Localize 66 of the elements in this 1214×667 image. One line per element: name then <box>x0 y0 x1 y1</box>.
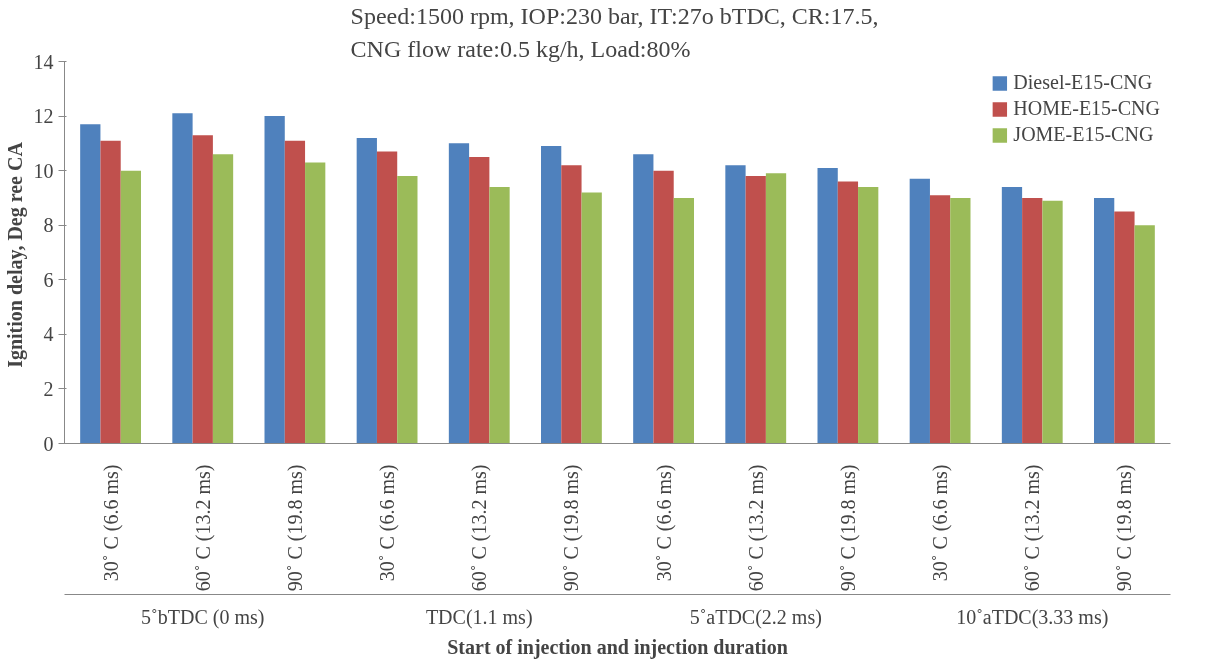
y-tick-label: 4 <box>43 323 54 346</box>
chart-title: Speed:1500 rpm, IOP:230 bar, IT:27o bTDC, CR:17.5, CNG flow rate:0.5 kg/h, Load:80% <box>350 3 879 62</box>
bar <box>356 137 377 444</box>
x-tick-label: 90˚ C (19.8 ms) <box>560 464 584 592</box>
text: 10˚aTDC(3.33 ms) <box>956 605 1109 629</box>
bar <box>448 143 470 444</box>
x-tick-label: 30˚ C (6.6 ms) <box>376 464 400 582</box>
x-axis-title: Start of injection and injection duration <box>447 635 788 659</box>
x-tick-label: 60˚ C (13.2 ms) <box>468 464 492 592</box>
bar <box>541 146 562 444</box>
bar <box>1134 225 1155 444</box>
text: 5˚bTDC (0 ms) <box>141 605 265 629</box>
y-axis-title: Ignition delay, Deg ree CA <box>3 141 27 368</box>
bar <box>745 176 766 444</box>
bar <box>397 176 418 444</box>
bar <box>120 170 141 444</box>
legend-label: JOME-E15-CNG <box>1013 123 1154 146</box>
y-tick-label: 8 <box>43 214 54 237</box>
x-tick-label: 30˚ C (6.6 ms) <box>99 464 123 582</box>
x-tick-label: 60˚ C (13.2 ms) <box>1021 464 1045 592</box>
bar <box>817 167 838 444</box>
legend-label: Diesel-E15-CNG <box>1013 71 1153 94</box>
y-tick-label: 10 <box>33 159 54 182</box>
bar <box>837 181 859 444</box>
x-tick-label: 90˚ C (19.8 ms) <box>1113 464 1137 592</box>
bar <box>1094 197 1115 444</box>
bar <box>489 187 510 444</box>
bar <box>633 154 654 444</box>
bar <box>929 195 951 444</box>
text: 5˚aTDC(2.2 ms) <box>689 605 822 629</box>
x-tick-label: 30˚ C (6.6 ms) <box>929 464 953 582</box>
bar <box>284 140 306 444</box>
bar <box>212 154 234 444</box>
bar <box>950 197 971 444</box>
bar <box>725 165 746 444</box>
bar <box>100 140 121 444</box>
bar <box>673 197 694 444</box>
bar <box>305 162 326 444</box>
bar <box>561 165 582 444</box>
y-tick-label: 14 <box>33 50 54 73</box>
bar <box>264 116 285 444</box>
text: TDC(1.1 ms) <box>425 605 533 629</box>
bar <box>909 178 930 444</box>
y-tick-label: 2 <box>43 377 54 400</box>
bar <box>858 187 879 444</box>
x-tick-label: 90˚ C (19.8 ms) <box>283 464 307 592</box>
y-tick-label: 12 <box>33 105 54 128</box>
x-tick-label: 60˚ C (13.2 ms) <box>191 464 215 592</box>
y-tick-label: 0 <box>43 432 54 455</box>
bar <box>581 192 602 444</box>
bar <box>1114 211 1135 444</box>
bar <box>192 135 213 444</box>
bar <box>376 151 398 444</box>
bar <box>1001 187 1023 444</box>
bar <box>1042 200 1063 444</box>
x-tick-label: 90˚ C (19.8 ms) <box>836 464 860 592</box>
x-tick-label: 60˚ C (13.2 ms) <box>744 464 768 592</box>
legend-label: HOME-E15-CNG <box>1013 97 1160 120</box>
bar <box>469 157 490 444</box>
bar <box>172 113 193 444</box>
bar <box>80 124 101 444</box>
bar <box>765 173 787 444</box>
y-tick-label: 6 <box>43 268 54 291</box>
bar <box>653 170 674 444</box>
x-tick-label: 30˚ C (6.6 ms) <box>652 464 676 582</box>
bar <box>1022 197 1043 444</box>
